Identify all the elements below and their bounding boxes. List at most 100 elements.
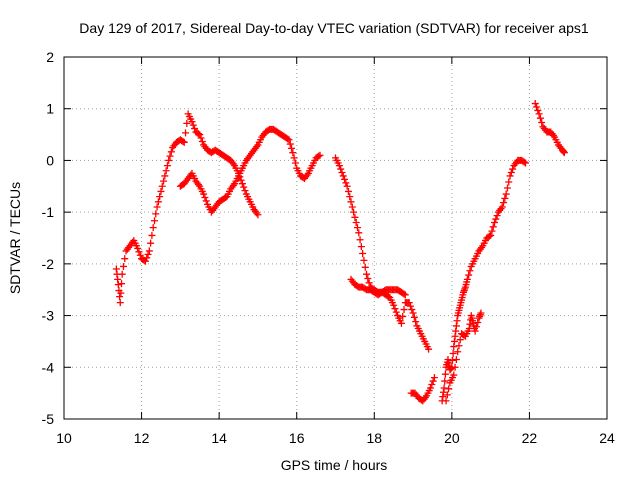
data-point — [285, 136, 293, 144]
data-point — [428, 381, 436, 389]
data-point — [493, 212, 501, 220]
data-point — [289, 149, 297, 157]
data-point — [157, 187, 165, 195]
x-tick-label: 18 — [366, 430, 382, 446]
data-point — [156, 193, 164, 201]
data-point — [477, 309, 485, 317]
data-point — [485, 232, 493, 240]
data-point — [450, 371, 458, 379]
data-point — [315, 152, 323, 160]
data-point — [501, 194, 509, 202]
data-point — [191, 125, 199, 133]
grid-lines — [64, 57, 607, 419]
y-tick-label: 0 — [46, 152, 54, 168]
y-axis-ticks: 2 1 0 -1 -2 -3 -4 -5 — [42, 49, 607, 427]
data-point — [154, 198, 162, 206]
data-point — [355, 229, 363, 237]
data-point — [449, 349, 457, 357]
x-axis-label: GPS time / hours — [281, 457, 388, 473]
data-point — [240, 183, 248, 191]
data-point — [360, 256, 368, 264]
data-point — [335, 162, 343, 170]
data-point — [161, 172, 169, 180]
x-tick-label: 22 — [522, 430, 538, 446]
data-point — [135, 248, 143, 256]
data-point — [391, 305, 399, 313]
data-point — [441, 377, 449, 385]
data-point — [471, 327, 479, 335]
x-tick-label: 16 — [289, 430, 305, 446]
data-point — [166, 152, 174, 160]
data-point — [361, 263, 369, 271]
data-point — [502, 190, 510, 198]
data-point — [560, 149, 568, 157]
data-point — [430, 374, 438, 382]
data-point — [440, 384, 448, 392]
data-point — [412, 318, 420, 326]
data-point — [520, 158, 528, 166]
data-point — [397, 319, 405, 327]
y-axis-label: SDTVAR / TECUs — [7, 182, 23, 294]
data-point — [291, 159, 299, 167]
data-point — [119, 262, 127, 270]
x-tick-label: 10 — [56, 430, 72, 446]
data-point — [143, 254, 151, 262]
data-point — [114, 281, 122, 289]
data-point — [456, 336, 464, 344]
data-point — [409, 309, 417, 317]
data-point — [145, 247, 153, 255]
data-point — [202, 197, 210, 205]
data-point — [503, 184, 511, 192]
data-point — [116, 293, 124, 301]
data-point — [121, 255, 129, 263]
y-tick-label: -2 — [42, 256, 55, 272]
data-point — [346, 193, 354, 201]
data-point — [158, 182, 166, 190]
data-point — [506, 172, 514, 180]
data-point — [316, 151, 324, 159]
y-tick-label: 1 — [46, 101, 54, 117]
data-point — [136, 251, 144, 259]
data-point — [442, 397, 450, 405]
data-point — [182, 129, 190, 137]
data-point — [188, 118, 196, 126]
data-point — [357, 243, 365, 251]
data-point — [427, 384, 435, 392]
data-point — [466, 267, 474, 275]
data-point — [238, 180, 246, 188]
data-point — [179, 137, 187, 145]
data-point — [505, 178, 513, 186]
data-point — [288, 144, 296, 152]
data-point — [194, 130, 202, 138]
data-point — [254, 211, 262, 219]
data-point — [454, 348, 462, 356]
data-point — [390, 301, 398, 309]
data-point — [472, 323, 480, 331]
plot-frame — [63, 56, 608, 420]
data-point — [237, 176, 245, 184]
x-tick-label: 24 — [599, 430, 615, 446]
data-point — [489, 223, 497, 231]
data-point — [531, 100, 539, 108]
data-point — [500, 199, 508, 207]
data-series-aps1 — [112, 100, 568, 405]
data-point — [465, 271, 473, 279]
data-point — [189, 121, 197, 129]
data-point — [160, 177, 168, 185]
data-point — [534, 106, 542, 114]
data-point — [487, 231, 495, 239]
data-point — [343, 182, 351, 190]
data-point — [134, 244, 142, 252]
data-point — [352, 218, 360, 226]
data-point — [284, 135, 292, 143]
data-point — [165, 156, 173, 164]
x-tick-label: 12 — [134, 430, 150, 446]
data-point — [286, 140, 294, 148]
data-point — [144, 250, 152, 258]
data-point — [198, 137, 206, 145]
data-point — [200, 190, 208, 198]
data-point — [151, 217, 158, 225]
data-point — [183, 119, 191, 127]
data-point — [152, 210, 160, 218]
